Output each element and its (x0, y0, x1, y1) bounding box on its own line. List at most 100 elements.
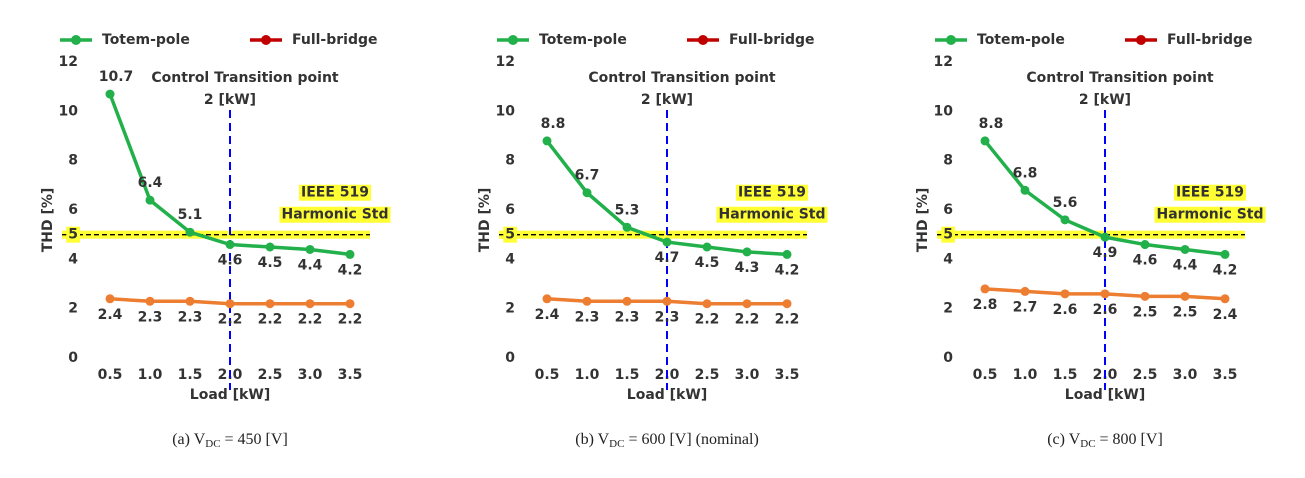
legend-marker (508, 35, 518, 45)
x-axis-label: Load [kW] (627, 387, 707, 403)
standard-label: IEEE 519 (301, 185, 369, 201)
highlight (941, 226, 955, 243)
y-tick-label: 4 (943, 251, 953, 267)
data-label: 2.5 (1173, 304, 1198, 320)
data-label: 2.5 (1133, 304, 1158, 320)
legend-marker (71, 35, 81, 45)
data-point (145, 296, 155, 306)
y-tick-label: 10 (59, 103, 79, 119)
y-tick-label: 2 (943, 301, 953, 317)
data-label: 4.2 (338, 262, 363, 278)
x-tick-label: 3.5 (1213, 367, 1238, 383)
data-point (1100, 289, 1110, 299)
x-tick-label: 3.0 (735, 367, 760, 383)
data-point (980, 284, 990, 294)
caption: (b) VDC = 600 [V] (nominal) (575, 431, 759, 450)
x-tick-label: 1.0 (138, 367, 163, 383)
threshold-value: 5 (68, 227, 78, 243)
y-tick-label: 12 (934, 54, 953, 70)
highlight (716, 206, 828, 223)
x-axis-label: Load [kW] (1065, 387, 1145, 403)
data-label: 2.3 (615, 309, 640, 325)
data-label: 8.8 (979, 116, 1004, 132)
data-label: 4.2 (1213, 262, 1238, 278)
legend-label: Full-bridge (1167, 32, 1253, 48)
data-point (582, 296, 592, 306)
standard-label: Harmonic Std (718, 207, 825, 223)
caption-prefix: (b) V (575, 431, 609, 448)
data-point (622, 222, 632, 232)
data-point (345, 249, 355, 259)
x-tick-label: 0.5 (98, 367, 123, 383)
data-label: 2.2 (298, 312, 323, 328)
data-point (1020, 185, 1030, 195)
data-label: 4.2 (775, 262, 800, 278)
data-point (265, 299, 275, 309)
data-point (305, 299, 315, 309)
data-point (225, 240, 235, 250)
data-label: 2.3 (655, 309, 680, 325)
data-label: 6.7 (575, 168, 600, 184)
highlight (1174, 184, 1246, 201)
data-label: 10.7 (99, 69, 134, 85)
standard-label: Harmonic Std (1156, 207, 1263, 223)
data-point (1180, 291, 1190, 301)
caption: (a) VDC = 450 [V] (172, 431, 288, 450)
highlight (299, 184, 371, 201)
data-point (782, 299, 792, 309)
x-tick-label: 1.5 (178, 367, 203, 383)
x-tick-label: 3.0 (1173, 367, 1198, 383)
y-tick-label: 8 (68, 153, 78, 169)
data-label: 4.7 (655, 250, 680, 266)
data-label: 4.6 (218, 253, 243, 269)
data-label: 4.6 (1133, 253, 1158, 269)
data-label: 2.6 (1053, 302, 1078, 318)
x-tick-label: 1.0 (575, 367, 600, 383)
data-point (1140, 240, 1150, 250)
data-label: 4.4 (1173, 257, 1198, 273)
y-tick-label: 0 (505, 350, 515, 366)
data-label: 4.5 (695, 255, 720, 271)
data-label: 2.4 (1213, 307, 1238, 323)
legend-marker (946, 35, 956, 45)
caption-prefix: (a) V (172, 431, 205, 448)
y-tick-label: 0 (943, 350, 953, 366)
highlight (1154, 206, 1266, 223)
x-tick-label: 1.0 (1013, 367, 1038, 383)
data-point (742, 299, 752, 309)
legend-label: Full-bridge (292, 32, 378, 48)
y-axis-label: THD [%] (915, 188, 931, 253)
transition-label: 2 [kW] (204, 92, 256, 108)
data-point (105, 294, 115, 304)
data-point (1020, 286, 1030, 296)
x-tick-label: 1.5 (615, 367, 640, 383)
y-tick-label: 6 (68, 202, 78, 218)
data-point (980, 136, 990, 146)
highlight (503, 226, 517, 243)
highlight (66, 226, 80, 243)
data-label: 5.1 (178, 207, 203, 223)
data-label: 2.3 (575, 309, 600, 325)
caption-suffix: = 800 [V] (1096, 431, 1163, 448)
data-point (742, 247, 752, 257)
data-point (185, 227, 195, 237)
data-point (185, 296, 195, 306)
data-label: 6.8 (1013, 165, 1038, 181)
standard-label: Harmonic Std (281, 207, 388, 223)
data-label: 8.8 (541, 116, 566, 132)
standard-label: IEEE 519 (738, 185, 806, 201)
data-label: 2.2 (258, 312, 283, 328)
data-point (582, 188, 592, 198)
y-tick-label: 12 (496, 54, 515, 70)
data-point (622, 296, 632, 306)
data-label: 4.9 (1093, 245, 1118, 261)
x-tick-label: 3.0 (298, 367, 323, 383)
x-tick-label: 0.5 (535, 367, 560, 383)
x-tick-label: 1.5 (1053, 367, 1078, 383)
y-tick-label: 2 (68, 301, 78, 317)
caption-subscript: DC (1080, 438, 1095, 450)
y-tick-label: 12 (59, 54, 78, 70)
data-label: 2.2 (775, 312, 800, 328)
legend-label: Totem-pole (977, 32, 1065, 48)
